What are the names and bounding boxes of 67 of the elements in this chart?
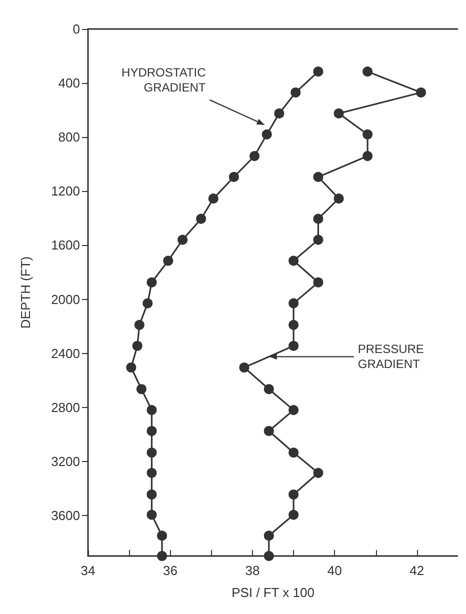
- point: [146, 448, 157, 458]
- annotation: PRESSURE GRADIENT: [358, 342, 424, 372]
- x-axis-title: PSI / FT x 100: [232, 585, 314, 600]
- point: [288, 405, 299, 416]
- point: [288, 448, 299, 458]
- point: [290, 88, 301, 98]
- point: [274, 108, 284, 118]
- point: [126, 362, 136, 372]
- point: [239, 362, 250, 372]
- x-tick-label: 40: [327, 563, 342, 578]
- point: [362, 151, 373, 162]
- point: [334, 108, 344, 118]
- y-tick-label: 0: [72, 22, 80, 36]
- y-tick-label: 1600: [51, 238, 80, 253]
- point: [146, 490, 157, 500]
- point: [208, 194, 218, 204]
- y-tick-label: 2000: [51, 292, 80, 307]
- point: [288, 256, 299, 266]
- point: [362, 129, 373, 140]
- y-tick-label: 3600: [51, 508, 80, 523]
- x-tick-label: 34: [80, 563, 96, 578]
- y-tick-label: 2800: [51, 400, 80, 415]
- point: [288, 490, 299, 500]
- y-tick-label: 2400: [51, 346, 80, 361]
- point: [288, 340, 299, 351]
- x-tick-label: 42: [410, 563, 424, 578]
- point: [136, 384, 146, 394]
- point: [288, 298, 299, 308]
- y-tick-label: 400: [58, 76, 80, 91]
- point: [146, 468, 157, 478]
- y-tick-label: 1200: [51, 184, 80, 199]
- point: [362, 66, 373, 77]
- point: [134, 320, 144, 330]
- point: [132, 340, 142, 351]
- point: [142, 298, 153, 308]
- point: [146, 405, 157, 416]
- point: [313, 468, 324, 478]
- point: [313, 234, 324, 245]
- annotation: HYDROSTATIC GRADIENT: [122, 65, 206, 94]
- point: [334, 194, 344, 204]
- point: [313, 214, 324, 224]
- point: [250, 151, 260, 162]
- point: [264, 384, 274, 394]
- point: [264, 530, 274, 541]
- point: [228, 172, 239, 182]
- point: [146, 510, 157, 520]
- point: [262, 129, 272, 140]
- point: [264, 426, 274, 436]
- x-tick-label: 38: [245, 563, 260, 578]
- point: [416, 88, 426, 98]
- x-tick-label: 36: [162, 563, 178, 578]
- point: [264, 551, 274, 561]
- y-axis-title: DEPTH (FT): [18, 256, 33, 329]
- y-tick-label: 800: [58, 130, 80, 145]
- point: [157, 551, 167, 561]
- point: [157, 530, 167, 541]
- point: [288, 510, 299, 520]
- point: [146, 277, 157, 288]
- point: [313, 172, 324, 182]
- point: [196, 214, 206, 224]
- y-tick-label: 3200: [51, 454, 80, 469]
- point: [288, 320, 299, 330]
- point: [163, 256, 174, 266]
- point: [313, 277, 324, 288]
- point: [178, 234, 188, 245]
- point: [146, 426, 157, 436]
- point: [313, 66, 324, 77]
